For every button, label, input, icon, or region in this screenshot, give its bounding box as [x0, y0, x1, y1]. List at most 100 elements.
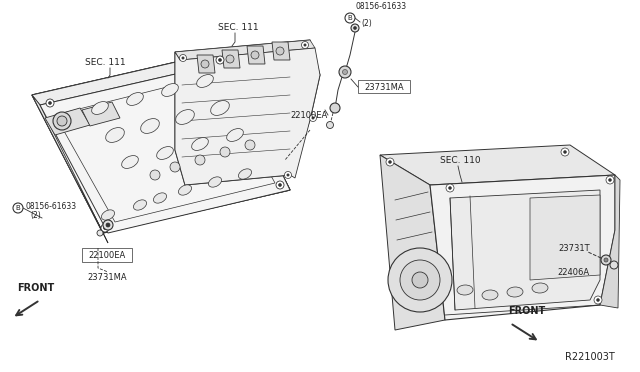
- Circle shape: [345, 13, 355, 23]
- Text: FRONT: FRONT: [508, 306, 545, 316]
- Ellipse shape: [127, 93, 143, 105]
- Polygon shape: [82, 102, 120, 126]
- Circle shape: [606, 176, 614, 184]
- Circle shape: [601, 255, 611, 265]
- Polygon shape: [530, 195, 600, 280]
- Polygon shape: [380, 145, 615, 185]
- Circle shape: [179, 55, 186, 61]
- Ellipse shape: [154, 193, 166, 203]
- Circle shape: [594, 296, 602, 304]
- Ellipse shape: [211, 100, 229, 115]
- Circle shape: [251, 51, 259, 59]
- Ellipse shape: [141, 119, 159, 134]
- Ellipse shape: [209, 177, 221, 187]
- Circle shape: [609, 179, 611, 182]
- Text: B: B: [15, 205, 20, 211]
- Circle shape: [388, 160, 392, 164]
- Circle shape: [104, 227, 106, 230]
- Text: 08156-61633: 08156-61633: [25, 202, 76, 211]
- Circle shape: [278, 183, 282, 186]
- Text: FRONT: FRONT: [17, 283, 54, 293]
- Circle shape: [218, 58, 221, 61]
- FancyBboxPatch shape: [358, 80, 410, 93]
- Circle shape: [182, 57, 184, 59]
- Circle shape: [610, 261, 618, 269]
- Ellipse shape: [106, 128, 124, 142]
- Ellipse shape: [157, 147, 173, 160]
- Ellipse shape: [507, 287, 523, 297]
- Circle shape: [301, 42, 308, 48]
- Circle shape: [13, 203, 23, 213]
- Polygon shape: [222, 50, 240, 68]
- Ellipse shape: [179, 185, 191, 195]
- Polygon shape: [197, 55, 215, 73]
- Text: 22100EA: 22100EA: [88, 250, 125, 260]
- Polygon shape: [380, 155, 445, 330]
- Ellipse shape: [227, 129, 243, 141]
- Circle shape: [388, 248, 452, 312]
- Circle shape: [312, 117, 314, 119]
- Circle shape: [57, 116, 67, 126]
- Circle shape: [170, 162, 180, 172]
- Polygon shape: [45, 108, 90, 135]
- Text: R221003T: R221003T: [565, 352, 615, 362]
- Circle shape: [604, 258, 608, 262]
- Circle shape: [216, 56, 224, 64]
- Text: 23731MA: 23731MA: [364, 83, 404, 92]
- Circle shape: [330, 103, 340, 113]
- Polygon shape: [40, 62, 290, 233]
- Circle shape: [226, 55, 234, 63]
- Circle shape: [220, 147, 230, 157]
- Ellipse shape: [191, 138, 209, 150]
- Polygon shape: [430, 175, 615, 320]
- Circle shape: [446, 184, 454, 192]
- Ellipse shape: [482, 290, 498, 300]
- Circle shape: [53, 112, 71, 130]
- Ellipse shape: [92, 102, 108, 115]
- Circle shape: [386, 158, 394, 166]
- Circle shape: [97, 230, 103, 236]
- Circle shape: [46, 99, 54, 107]
- Text: SEC. 111: SEC. 111: [85, 58, 125, 67]
- Circle shape: [400, 260, 440, 300]
- Circle shape: [276, 181, 284, 189]
- Ellipse shape: [239, 169, 252, 179]
- Polygon shape: [175, 48, 320, 185]
- Text: 22406A: 22406A: [558, 268, 590, 277]
- Text: (2): (2): [361, 19, 372, 28]
- Text: SEC. 111: SEC. 111: [218, 23, 259, 32]
- Text: 23731T: 23731T: [558, 244, 590, 253]
- Text: 22100EA: 22100EA: [291, 110, 328, 119]
- Polygon shape: [32, 52, 228, 105]
- Text: SEC. 110: SEC. 110: [440, 156, 481, 165]
- Polygon shape: [272, 42, 290, 60]
- Text: 23731MA: 23731MA: [87, 273, 127, 282]
- Ellipse shape: [134, 200, 147, 210]
- Circle shape: [351, 24, 359, 32]
- Circle shape: [195, 155, 205, 165]
- Ellipse shape: [175, 110, 195, 124]
- Circle shape: [276, 47, 284, 55]
- Circle shape: [326, 122, 333, 128]
- Ellipse shape: [102, 210, 115, 220]
- Polygon shape: [175, 40, 320, 185]
- Circle shape: [201, 60, 209, 68]
- FancyBboxPatch shape: [82, 248, 132, 262]
- Circle shape: [106, 223, 110, 227]
- Circle shape: [563, 151, 566, 154]
- Ellipse shape: [457, 285, 473, 295]
- Circle shape: [561, 148, 569, 156]
- Circle shape: [449, 186, 451, 189]
- Text: B: B: [348, 15, 353, 21]
- Circle shape: [342, 70, 348, 74]
- Circle shape: [150, 170, 160, 180]
- Ellipse shape: [162, 84, 179, 96]
- Circle shape: [287, 174, 289, 176]
- Polygon shape: [32, 95, 108, 243]
- Circle shape: [304, 44, 306, 46]
- Circle shape: [596, 298, 600, 301]
- Circle shape: [310, 115, 317, 122]
- Polygon shape: [450, 190, 600, 310]
- Circle shape: [285, 171, 291, 179]
- Polygon shape: [247, 46, 265, 64]
